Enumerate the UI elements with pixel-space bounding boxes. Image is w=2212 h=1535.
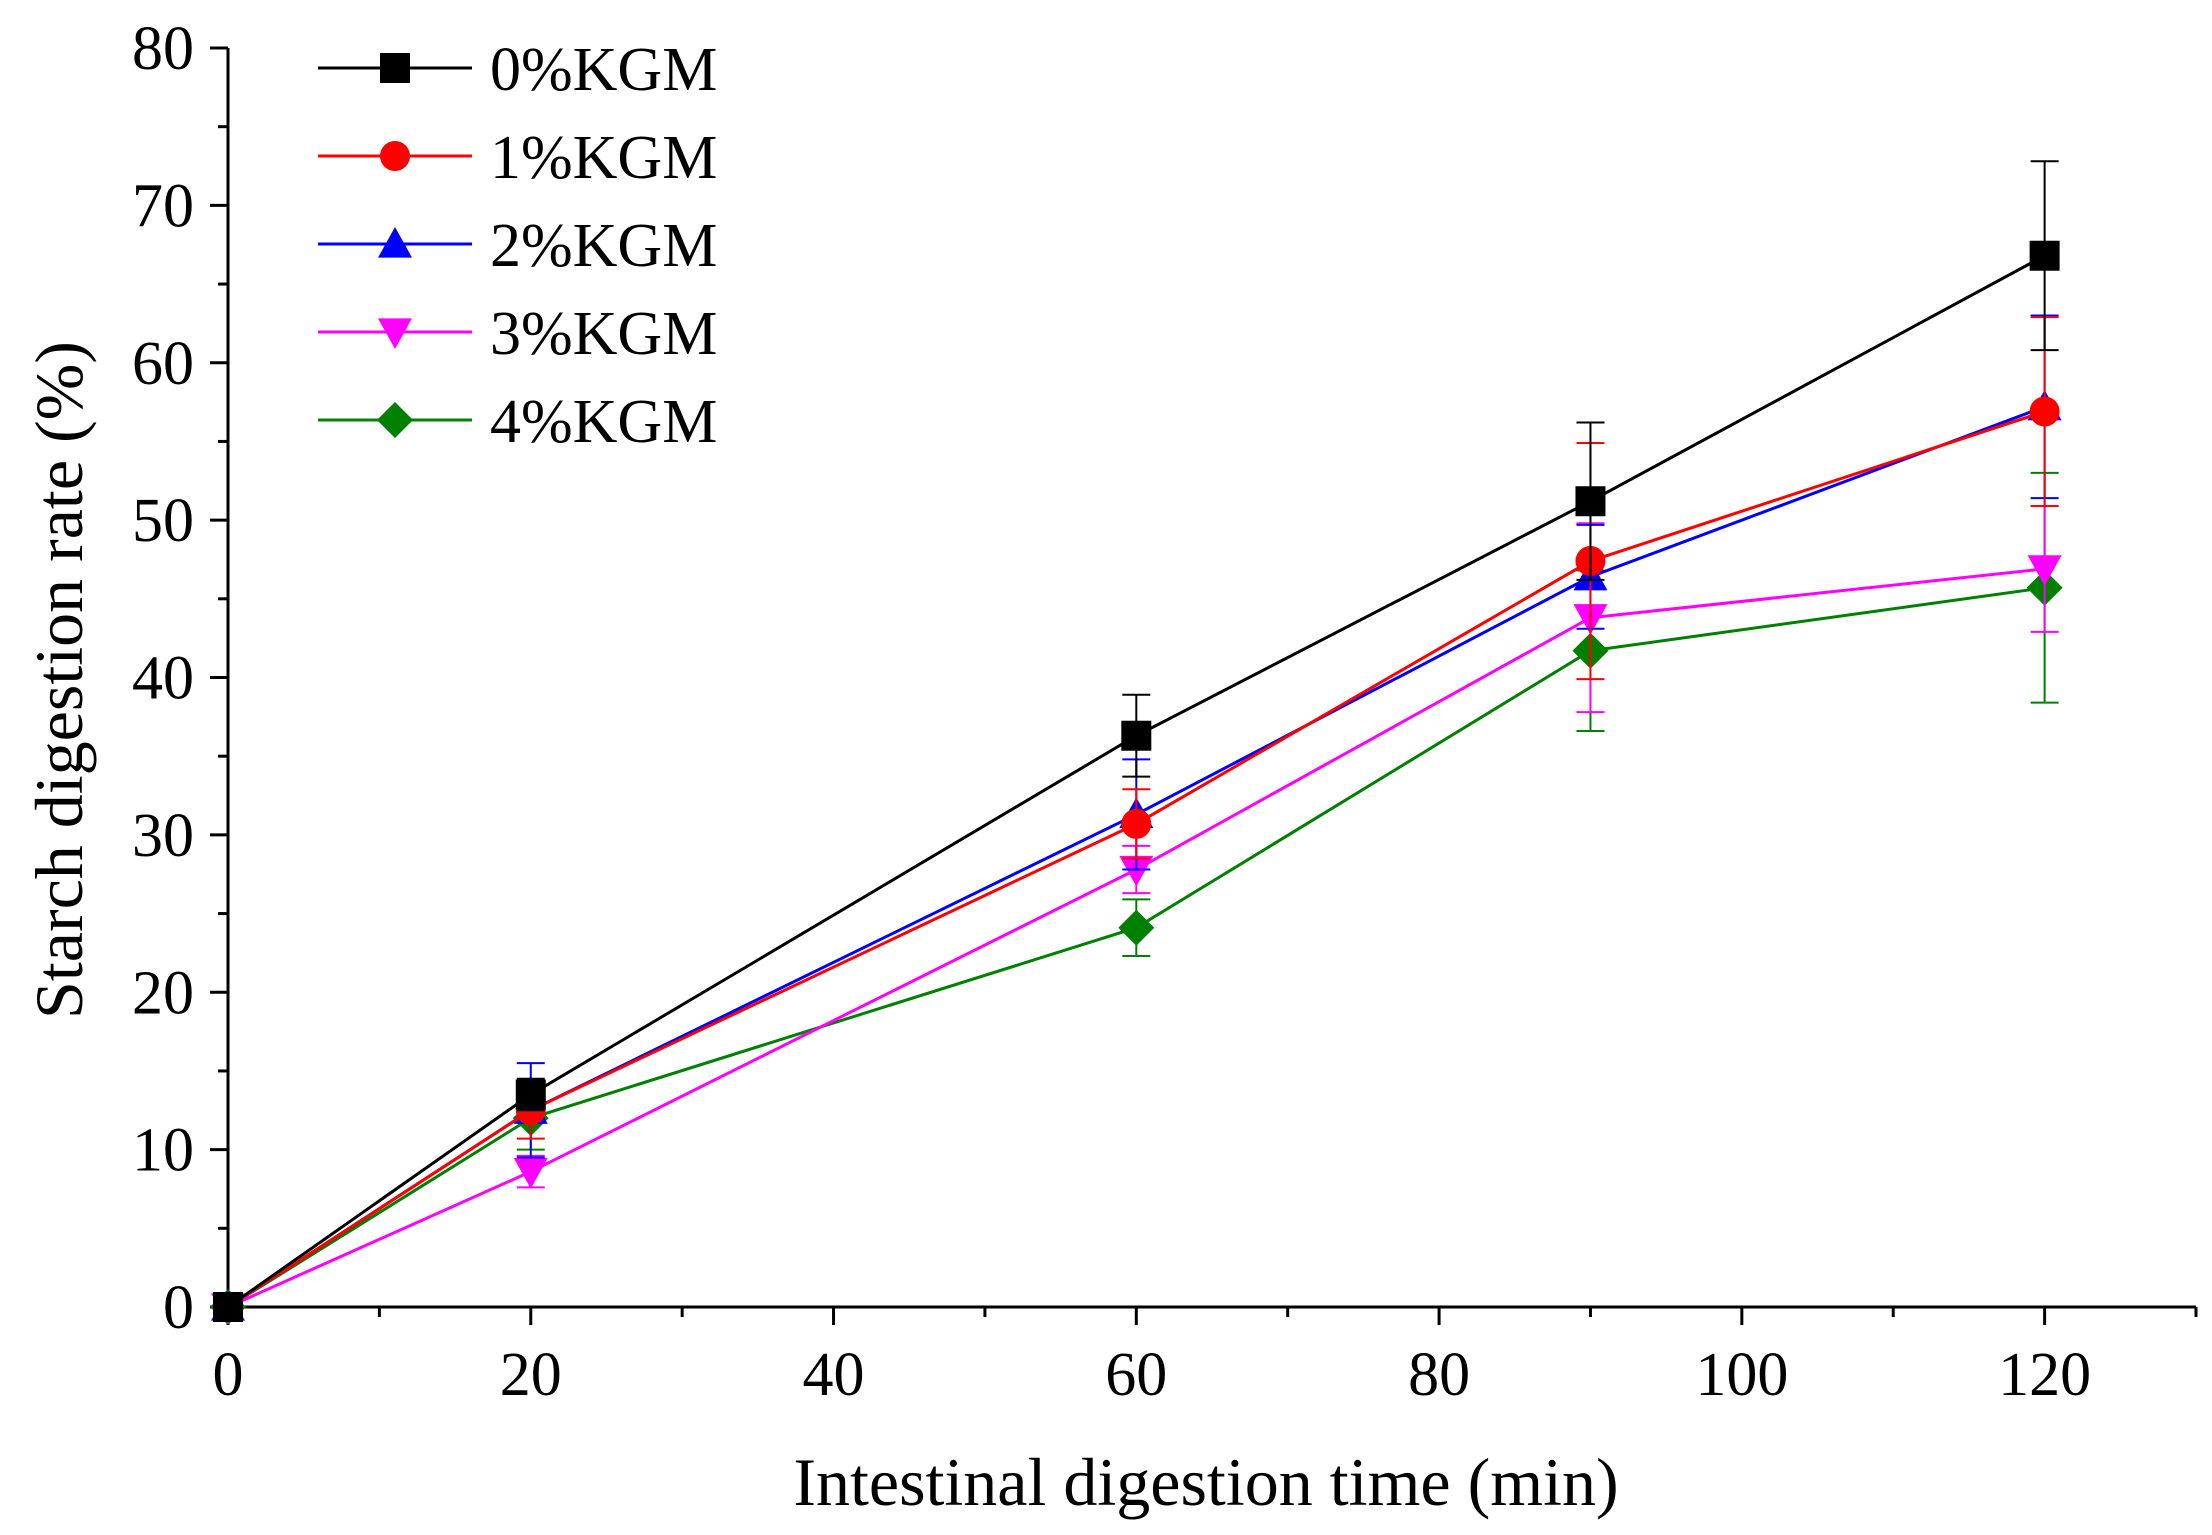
y-tick-label: 70 bbox=[132, 172, 194, 240]
legend-marker bbox=[378, 318, 412, 349]
x-tick-label: 100 bbox=[1695, 1341, 1788, 1409]
legend-entry: 2%KGM bbox=[318, 212, 717, 280]
legend-label: 2%KGM bbox=[490, 212, 717, 280]
y-tick-label: 60 bbox=[132, 330, 194, 398]
x-tick-label: 120 bbox=[1998, 1341, 2091, 1409]
legend-marker bbox=[380, 53, 410, 83]
legend-marker bbox=[380, 141, 410, 171]
x-tick-label: 60 bbox=[1105, 1341, 1167, 1409]
data-point bbox=[1121, 808, 1152, 839]
legend-label: 4%KGM bbox=[490, 388, 717, 456]
legend-marker bbox=[378, 227, 412, 258]
data-point bbox=[1118, 909, 1155, 946]
legend-marker bbox=[377, 402, 413, 438]
y-tick-label: 80 bbox=[132, 15, 194, 83]
x-axis-title: Intestinal digestion time (min) bbox=[793, 1444, 1618, 1520]
legend: 0%KGM 1%KGM 2%KGM 3%KGM 4%KGM bbox=[318, 36, 717, 456]
legend-label: 3%KGM bbox=[490, 300, 717, 368]
data-point bbox=[2029, 396, 2060, 427]
legend-entry: 1%KGM bbox=[318, 124, 717, 192]
data-point bbox=[515, 1079, 546, 1110]
data-point bbox=[1575, 486, 1606, 517]
series-4%KGM bbox=[210, 471, 2063, 1325]
legend-entry: 3%KGM bbox=[318, 300, 717, 368]
series-0%KGM bbox=[213, 160, 2060, 1322]
y-tick-label: 0 bbox=[163, 1274, 194, 1342]
x-tick-label: 80 bbox=[1408, 1341, 1470, 1409]
data-point bbox=[213, 1292, 243, 1322]
legend-entry: 4%KGM bbox=[318, 388, 717, 456]
data-point bbox=[2027, 555, 2062, 586]
data-point bbox=[2029, 240, 2060, 271]
data-point bbox=[513, 1158, 548, 1189]
y-axis-title: Starch digestion rate (%) bbox=[21, 341, 97, 1019]
series-layer bbox=[210, 160, 2063, 1325]
axes: 0 20 40 60 80 100 120 0 10 20 30 40 50 60 70 80 bbox=[132, 15, 2198, 1409]
series-1%KGM bbox=[213, 316, 2060, 1322]
data-point bbox=[1119, 855, 1154, 887]
y-tick-label: 20 bbox=[132, 959, 194, 1027]
y-tick-label: 30 bbox=[132, 802, 194, 870]
y-tick-label: 40 bbox=[132, 645, 194, 713]
y-tick-label: 50 bbox=[132, 487, 194, 555]
x-tick-label: 0 bbox=[213, 1341, 244, 1409]
x-tick-label: 20 bbox=[500, 1341, 562, 1409]
legend-label: 0%KGM bbox=[490, 36, 717, 104]
y-tick-label: 10 bbox=[132, 1117, 194, 1185]
legend-label: 1%KGM bbox=[490, 124, 717, 192]
legend-entry: 0%KGM bbox=[318, 36, 717, 104]
data-point bbox=[1121, 720, 1152, 751]
x-tick-label: 40 bbox=[803, 1341, 865, 1409]
